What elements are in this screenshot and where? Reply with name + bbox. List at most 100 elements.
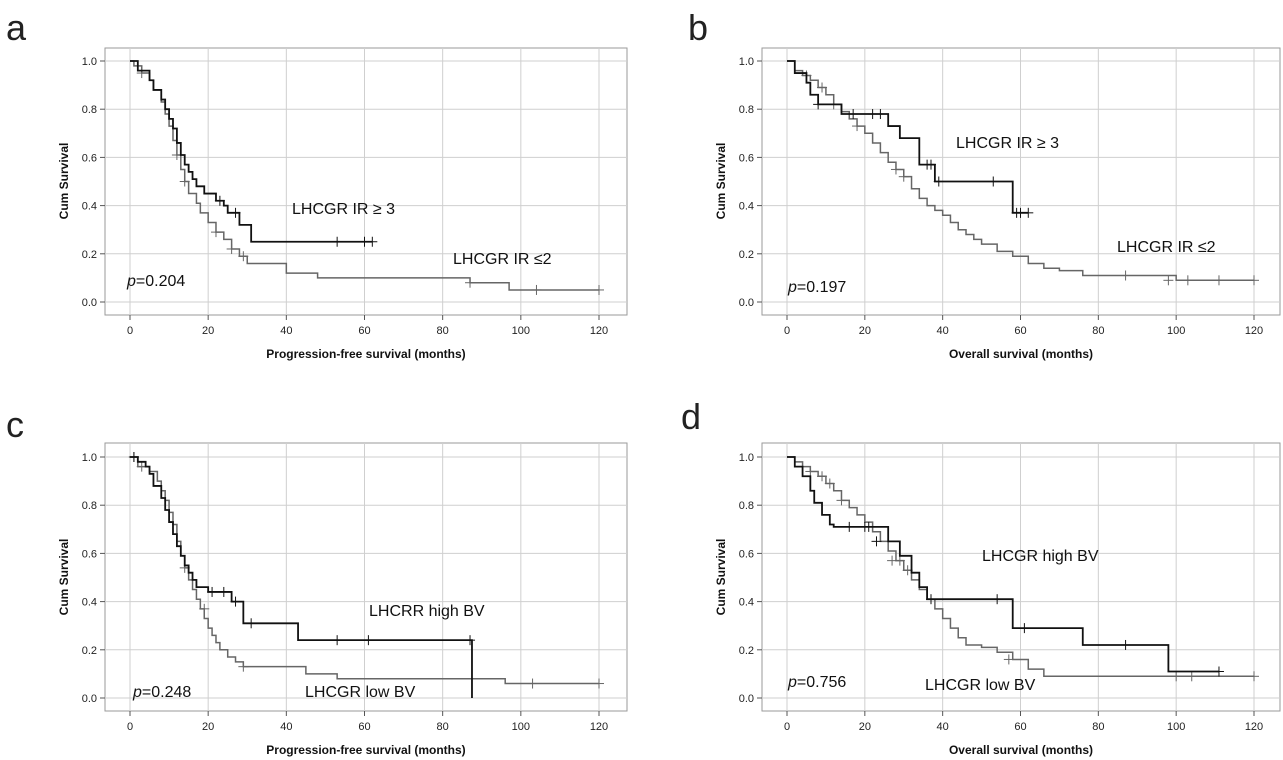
censor-mark (836, 495, 847, 506)
censor-mark (848, 109, 859, 120)
censor-mark (246, 618, 257, 629)
censor-mark (210, 227, 221, 238)
censor-mark (890, 164, 901, 175)
p-value-d: p=0.756 (787, 674, 846, 691)
censor-mark (218, 586, 229, 597)
y-tick-label: 0.6 (82, 152, 97, 164)
censor-mark (332, 635, 343, 646)
censor-mark (1163, 275, 1174, 286)
y-tick-label: 0.2 (82, 249, 97, 261)
censor-mark (594, 678, 604, 689)
x-tick-label: 0 (784, 325, 790, 337)
censor-mark (933, 176, 944, 187)
y-tick-label: 0.4 (82, 597, 97, 609)
censor-mark (465, 277, 476, 288)
censor-mark (1003, 654, 1014, 665)
censor-mark (226, 243, 237, 254)
y-tick-label: 0.6 (739, 548, 754, 560)
censor-mark (863, 521, 874, 532)
censor-mark (1120, 270, 1131, 281)
km-curve-c-1 (130, 456, 473, 698)
x-tick-label: 60 (1014, 721, 1026, 733)
km-panel-b: b 0.0 0.2 0.4 0.6 0.8 1.0 0 20 40 60 80 100 120 Over… (643, 0, 1283, 375)
y-tick-label: 0.0 (739, 297, 754, 309)
censor-mark (332, 236, 343, 247)
x-tick-label: 80 (437, 721, 449, 733)
y-tick-label: 1.0 (739, 56, 754, 68)
y-axis-title-b: Cum Survival (714, 143, 728, 220)
y-tick-label: 0.2 (82, 645, 97, 657)
x-tick-label: 120 (1245, 325, 1263, 337)
censor-mark (992, 594, 1003, 605)
p-value-b: p=0.197 (787, 279, 846, 296)
censor-mark (367, 236, 378, 247)
series-label-b-1: LHCGR IR ≥ 3 (956, 135, 1059, 152)
y-tick-label: 0.2 (739, 249, 754, 261)
x-tick-label: 120 (590, 325, 608, 337)
y-tick-label: 0.6 (82, 548, 97, 560)
km-panel-c: c 0.0 0.2 0.4 0.6 0.8 1.0 0 20 40 60 80 100 120 Prog… (0, 385, 640, 760)
panel-letter-c: c (6, 404, 24, 445)
y-tick-label: 0.8 (739, 104, 754, 116)
y-tick-label: 1.0 (82, 56, 97, 68)
series-label-d-1: LHCGR high BV (982, 548, 1099, 565)
km-curve-c-2 (130, 456, 599, 685)
panel-letter-d: d (681, 396, 701, 437)
y-tick-label: 0.0 (82, 297, 97, 309)
censor-mark (898, 171, 909, 182)
x-tick-label: 20 (202, 325, 214, 337)
km-panel-d: d 0.0 0.2 0.4 0.6 0.8 1.0 0 20 40 60 80 100 120 Over… (643, 385, 1283, 760)
censor-mark (136, 68, 147, 79)
x-tick-label: 60 (1014, 325, 1026, 337)
km-chart-b: b 0.0 0.2 0.4 0.6 0.8 1.0 0 20 40 60 80 100 120 Over… (688, 7, 1281, 361)
y-axis-title-d: Cum Survival (714, 539, 728, 616)
x-tick-label: 120 (590, 721, 608, 733)
censor-mark (531, 284, 542, 295)
x-tick-label: 0 (127, 721, 133, 733)
censor-mark (817, 82, 828, 93)
y-tick-label: 1.0 (82, 452, 97, 464)
censor-mark (179, 176, 190, 187)
censor-mark (852, 121, 863, 132)
x-tick-label: 0 (784, 721, 790, 733)
censor-mark (1182, 275, 1193, 286)
km-curve-b-2 (787, 60, 1254, 282)
censor-mark (1213, 666, 1224, 677)
censor-mark (1171, 671, 1182, 682)
plot-frame-c (104, 442, 628, 712)
series-label-b-2: LHCGR IR ≤2 (1117, 239, 1216, 256)
km-curve-a-1 (130, 60, 373, 243)
censor-mark (465, 635, 476, 646)
censor-mark (230, 207, 241, 218)
series-label-c-2: LHCGR low BV (305, 684, 416, 701)
series-label-d-2: LHCGR low BV (925, 677, 1036, 694)
censor-mark (238, 251, 249, 262)
y-tick-label: 1.0 (739, 452, 754, 464)
km-chart-c: c 0.0 0.2 0.4 0.6 0.8 1.0 0 20 40 60 80 100 120 Prog… (6, 404, 628, 757)
x-tick-label: 40 (280, 325, 292, 337)
plot-frame-a (104, 47, 628, 316)
km-chart-d: d 0.0 0.2 0.4 0.6 0.8 1.0 0 20 40 60 80 100 120 Over… (681, 396, 1281, 757)
censor-mark (207, 586, 218, 597)
censor-mark (1213, 275, 1224, 286)
p-value-a: p=0.204 (126, 273, 185, 290)
x-tick-label: 20 (859, 325, 871, 337)
x-tick-label: 20 (859, 721, 871, 733)
y-tick-label: 0.6 (739, 152, 754, 164)
censor-mark (1023, 207, 1034, 218)
x-tick-label: 120 (1245, 721, 1263, 733)
censor-mark (871, 536, 882, 547)
y-tick-label: 0.8 (82, 500, 97, 512)
y-tick-label: 0.4 (739, 597, 754, 609)
x-tick-label: 0 (127, 325, 133, 337)
x-tick-label: 80 (437, 325, 449, 337)
x-tick-label: 60 (358, 721, 370, 733)
y-tick-label: 0.4 (739, 201, 754, 213)
p-value-c: p=0.248 (132, 684, 191, 701)
censor-mark (199, 603, 210, 614)
series-label-a-2: LHCGR IR ≤2 (453, 251, 552, 268)
x-tick-label: 20 (202, 721, 214, 733)
censor-mark (844, 521, 855, 532)
censor-mark (1120, 639, 1131, 650)
panel-letter-a: a (6, 7, 27, 48)
